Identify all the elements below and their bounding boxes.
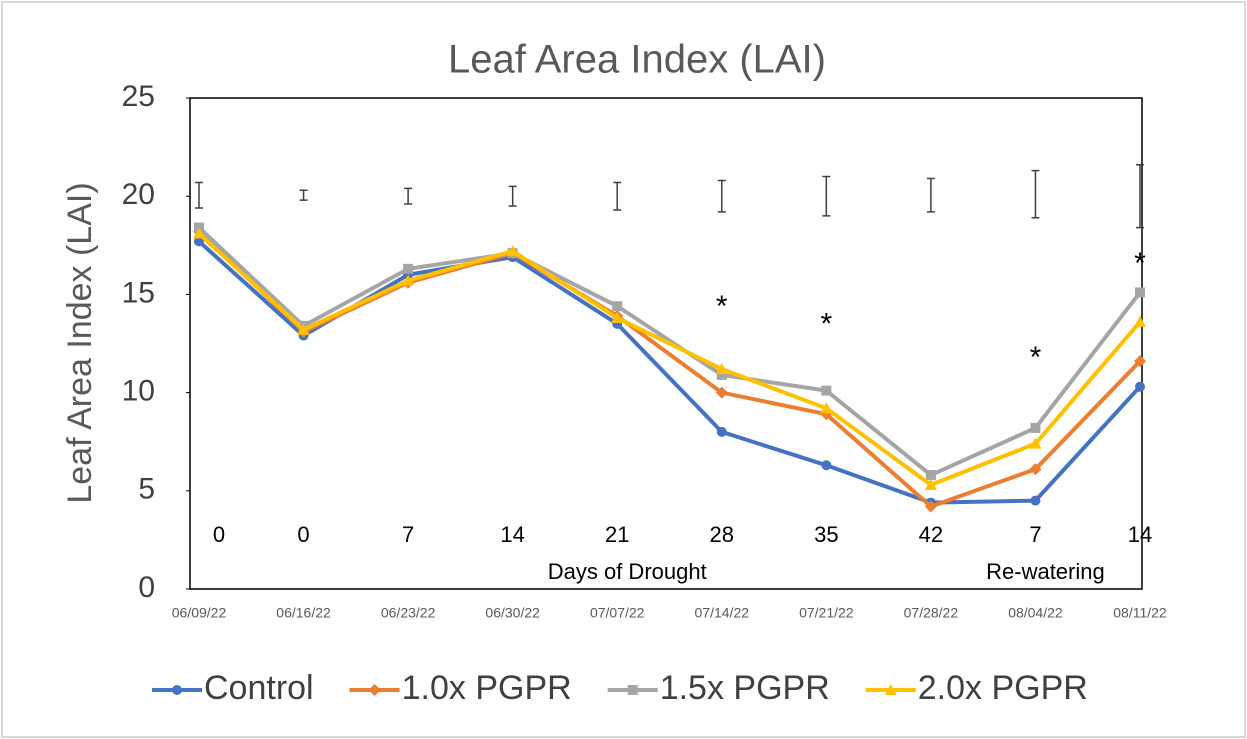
y-tick-label: 5 — [138, 473, 155, 506]
marker — [612, 301, 623, 312]
marker — [403, 263, 414, 274]
error-bar — [926, 177, 935, 213]
x-tick-label: 07/28/22 — [904, 605, 959, 621]
marker — [402, 274, 415, 286]
legend-item: Control — [152, 669, 314, 707]
error-bar — [717, 179, 726, 213]
error-bar — [822, 175, 831, 217]
marker — [506, 245, 519, 257]
marker — [297, 323, 310, 335]
y-tick-label: 10 — [122, 375, 155, 408]
day-label: 0 — [297, 522, 309, 547]
marker — [715, 363, 728, 375]
marker — [1135, 381, 1145, 392]
error-bar — [1031, 169, 1040, 219]
marker — [193, 227, 205, 239]
y-tick-label: 20 — [122, 178, 155, 211]
marker — [925, 470, 936, 481]
day-label: 14 — [1128, 522, 1152, 547]
error-bar — [508, 185, 517, 207]
x-tick-label: 07/21/22 — [799, 605, 854, 621]
annotation: * — [1030, 341, 1042, 374]
x-tick-label: 07/07/22 — [590, 605, 645, 621]
marker — [716, 426, 727, 437]
error-bar — [404, 187, 413, 205]
day-label: 21 — [605, 522, 629, 547]
legend-item: 1.0x PGPR — [349, 669, 572, 707]
marker — [715, 386, 728, 399]
phase-label: Re-watering — [986, 559, 1105, 584]
marker — [1029, 437, 1042, 449]
error-bar — [613, 181, 622, 211]
x-tick-label: 06/23/22 — [381, 605, 436, 621]
error-bar — [299, 189, 308, 201]
marker — [716, 369, 727, 380]
x-tick-label: 06/16/22 — [276, 605, 331, 621]
series-line — [197, 232, 1142, 487]
y-tick-label: 0 — [138, 571, 155, 604]
series-line — [197, 226, 1142, 478]
x-tick-label: 08/11/22 — [1113, 605, 1167, 621]
marker — [1134, 315, 1146, 327]
day-label: 35 — [814, 522, 838, 547]
legend-label: 2.0x PGPR — [918, 669, 1088, 707]
y-tick-label: 15 — [122, 276, 155, 309]
legend-marker — [627, 685, 638, 695]
marker — [611, 311, 624, 323]
error-bar — [195, 181, 203, 209]
x-tick-label: 07/14/22 — [695, 605, 750, 621]
legend-item: 2.0x PGPR — [865, 669, 1088, 707]
legend-item: 1.5x PGPR — [607, 669, 830, 707]
marker — [821, 460, 832, 471]
marker — [924, 478, 937, 490]
annotation: * — [716, 290, 728, 323]
annotation: * — [1134, 247, 1146, 280]
marker — [194, 236, 204, 247]
marker — [924, 500, 937, 513]
phase-label: Days of Drought — [548, 559, 707, 584]
marker — [821, 385, 832, 396]
marker — [1029, 463, 1042, 476]
day-label: 14 — [500, 522, 524, 547]
chart-title: Leaf Area Index (LAI) — [448, 38, 826, 82]
day-label: 7 — [402, 522, 414, 547]
marker — [1030, 495, 1041, 506]
y-axis-title: Leaf Area Index (LAI) — [61, 182, 99, 503]
legend-label: 1.0x PGPR — [402, 669, 572, 707]
legend-label: Control — [204, 669, 314, 707]
x-tick-label: 08/04/22 — [1008, 605, 1063, 621]
marker — [820, 402, 833, 414]
legend-marker — [884, 684, 897, 695]
x-tick-label: 06/30/22 — [485, 605, 540, 621]
day-label: 0 — [213, 522, 225, 547]
legend-marker — [368, 684, 381, 696]
legend-marker — [172, 685, 182, 695]
day-label: 7 — [1029, 522, 1041, 547]
y-tick-label: 25 — [122, 80, 155, 113]
plot-frame — [189, 97, 1143, 590]
day-label: 28 — [710, 522, 734, 547]
marker — [1134, 355, 1146, 368]
legend-label: 1.5x PGPR — [660, 669, 830, 707]
marker — [1135, 287, 1145, 298]
x-tick-label: 06/09/22 — [172, 605, 227, 621]
annotation: * — [820, 308, 832, 341]
day-label: 42 — [919, 522, 943, 547]
marker — [1030, 422, 1041, 433]
error-bar — [1136, 164, 1144, 229]
